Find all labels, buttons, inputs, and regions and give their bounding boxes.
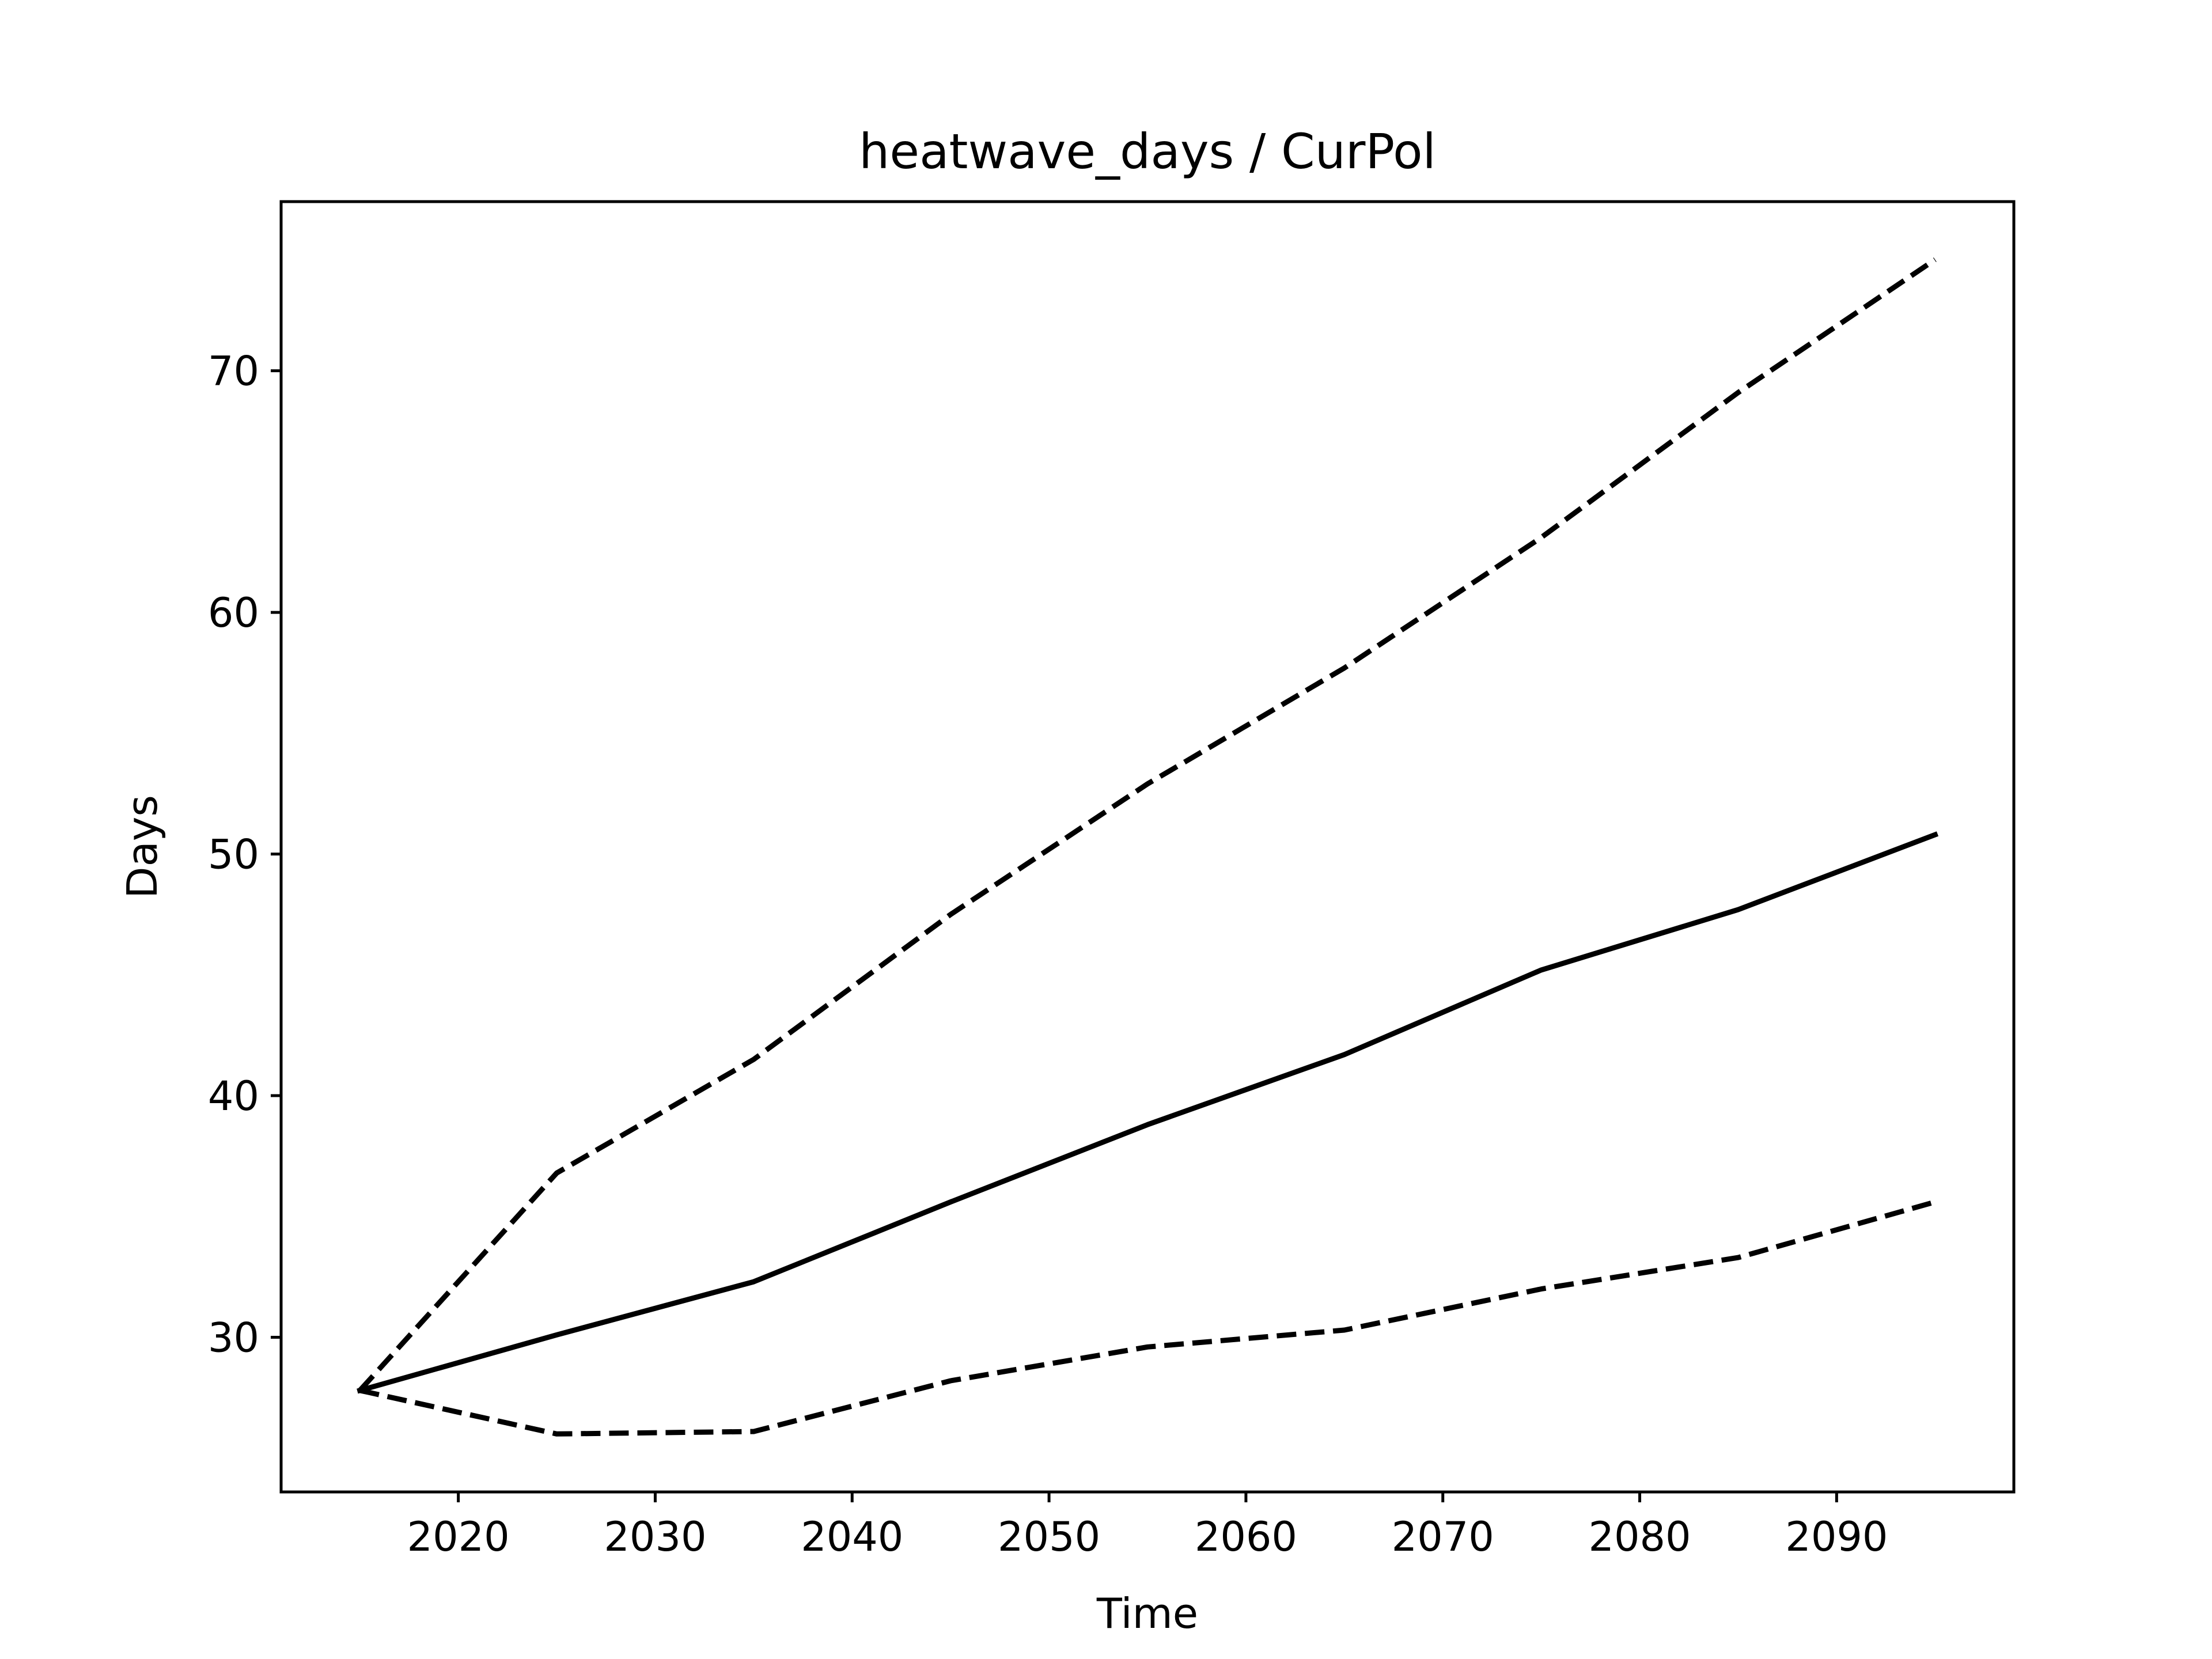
x-axis-label: Time [1096, 1589, 1198, 1638]
series-line-3-dashed [359, 1199, 1936, 1437]
series-line-2-dashed [358, 257, 1937, 1392]
x-tick-label-2040: 2040 [801, 1513, 903, 1560]
x-tick-label-2080: 2080 [1588, 1513, 1691, 1560]
x-tick-label-2060: 2060 [1195, 1513, 1297, 1560]
y-axis-label: Days [118, 795, 166, 899]
y-tick-label-60: 60 [208, 589, 259, 637]
x-axis: 2020 2030 2040 2050 2060 2070 2080 2090 [407, 1492, 1888, 1560]
series-layer [357, 257, 1939, 1437]
y-tick-label-50: 50 [208, 831, 259, 878]
x-tick-label-2030: 2030 [604, 1513, 706, 1560]
x-tick-label-2050: 2050 [998, 1513, 1100, 1560]
plot-frame [279, 200, 2016, 1494]
x-tick-label-2070: 2070 [1392, 1513, 1494, 1560]
y-tick-label-30: 30 [208, 1315, 259, 1362]
x-tick-label-2090: 2090 [1785, 1513, 1888, 1560]
y-axis: 30 40 50 60 70 [208, 348, 281, 1362]
y-tick-label-70: 70 [208, 348, 259, 395]
series-line-1-solid [357, 831, 1939, 1394]
y-tick-label-40: 40 [208, 1073, 259, 1120]
x-tick-label-2020: 2020 [407, 1513, 510, 1560]
chart-title: heatwave_days / CurPol [859, 123, 1436, 180]
